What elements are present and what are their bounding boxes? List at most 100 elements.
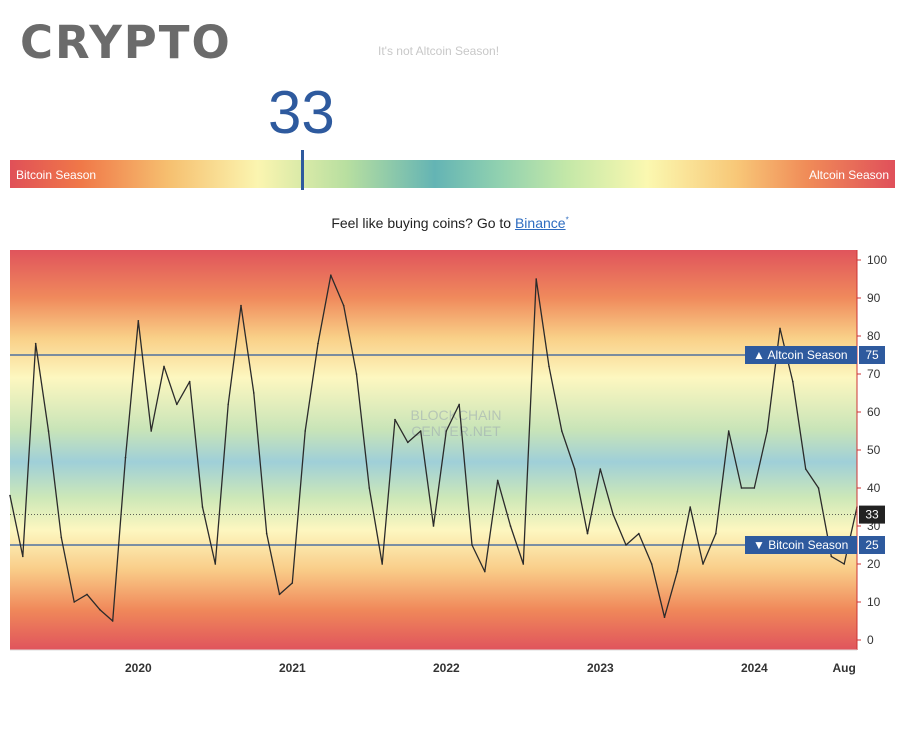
data-point: [394, 418, 396, 421]
data-point: [484, 570, 486, 573]
data-point: [663, 616, 666, 618]
data-point: [471, 544, 473, 546]
data-point: [73, 601, 75, 603]
data-point: [561, 430, 563, 432]
y-tick-label: 60: [867, 405, 881, 419]
promo-text: Feel like buying coins? Go to: [331, 215, 515, 231]
data-point: [432, 525, 435, 527]
gauge-right-label: Altcoin Season: [808, 168, 889, 182]
data-point: [419, 430, 422, 432]
data-point: [317, 342, 319, 345]
data-point: [22, 555, 24, 558]
reference-value-text: 25: [865, 538, 879, 552]
y-tick-label: 50: [867, 443, 881, 457]
data-point: [34, 342, 37, 345]
data-point: [650, 563, 653, 565]
data-point: [458, 403, 460, 406]
data-point: [368, 487, 371, 489]
reference-label-box: [745, 346, 857, 364]
current-value-box: [859, 505, 885, 524]
y-tick-label: 20: [867, 557, 881, 571]
data-point: [830, 555, 833, 558]
data-point: [9, 494, 11, 497]
data-point: [137, 320, 140, 322]
data-point: [355, 373, 358, 375]
season-status-text: It's not Altcoin Season!: [378, 44, 500, 58]
reference-value-box: [859, 346, 885, 364]
data-point: [188, 380, 191, 383]
data-point: [381, 563, 383, 565]
data-point: [214, 563, 217, 565]
data-point: [496, 479, 499, 482]
watermark-text: CENTER.NET: [411, 423, 501, 439]
reference-value-box: [859, 536, 885, 554]
y-tick-label: 10: [867, 595, 881, 609]
data-point: [586, 532, 589, 535]
x-tick-label: 2023: [587, 661, 614, 675]
data-point: [265, 532, 268, 535]
data-point: [176, 403, 178, 406]
reference-label-layer: ▲ Altcoin Season 75 ▼ Bitcoin Season 25 33: [745, 346, 885, 554]
data-point: [445, 430, 448, 432]
data-point: [843, 563, 845, 565]
x-tick-label: Aug: [833, 661, 856, 675]
data-point: [702, 563, 704, 565]
data-point: [817, 487, 820, 489]
reference-label-text: ▼ Bitcoin Season: [753, 538, 848, 552]
data-point: [240, 304, 242, 307]
data-point: [111, 620, 114, 622]
altcoin-index-value: 33: [268, 79, 335, 146]
data-point: [407, 441, 409, 444]
data-point: [612, 513, 614, 516]
data-point: [740, 487, 743, 489]
data-point: [291, 582, 294, 584]
reference-label-box: [745, 536, 857, 554]
data-point: [715, 532, 717, 535]
gauge-left-label: Bitcoin Season: [16, 168, 97, 182]
data-point: [60, 536, 63, 539]
reference-label-text: ▲ Altcoin Season: [753, 348, 848, 362]
data-point: [330, 274, 332, 276]
data-point: [804, 468, 807, 470]
reference-value-text: 75: [865, 348, 879, 362]
x-tick-label: 2021: [279, 661, 306, 675]
series-layer: [9, 274, 858, 622]
x-tick-label: 2022: [433, 661, 460, 675]
data-point: [124, 456, 127, 459]
data-point: [522, 563, 525, 565]
data-point: [573, 468, 576, 470]
data-point: [753, 487, 756, 489]
data-point: [304, 430, 306, 432]
gauge-marker: [301, 150, 305, 190]
data-point: [163, 365, 165, 368]
season-gauge: Bitcoin Season Altcoin Season: [10, 150, 895, 190]
current-value-label: 33: [865, 508, 879, 522]
promo-line: Feel like buying coins? Go to Binance*: [0, 215, 900, 231]
promo-asterisk: *: [565, 215, 569, 225]
data-point: [548, 365, 550, 368]
data-point: [86, 593, 88, 596]
y-tick-label: 0: [867, 633, 874, 647]
watermark-text: BLOCKCHAIN: [410, 407, 501, 423]
y-tick-label: 90: [867, 291, 881, 305]
data-point: [201, 506, 204, 508]
binance-link[interactable]: Binance: [514, 215, 566, 231]
y-tick-label: 40: [867, 481, 881, 495]
data-point: [638, 532, 640, 535]
data-point: [779, 327, 781, 330]
data-point: [227, 403, 229, 406]
y-tick-label: 70: [867, 367, 881, 381]
y-tick-label: 100: [867, 253, 887, 267]
y-tick-label: 80: [867, 329, 881, 343]
data-point: [99, 608, 101, 611]
data-point: [689, 506, 691, 508]
data-point: [766, 430, 768, 432]
data-point: [676, 570, 679, 573]
data-point: [792, 380, 794, 383]
x-tick-label: 2020: [125, 661, 152, 675]
data-point: [727, 430, 730, 432]
data-point: [509, 525, 512, 527]
brand-logo: CRYPTO: [20, 16, 232, 69]
